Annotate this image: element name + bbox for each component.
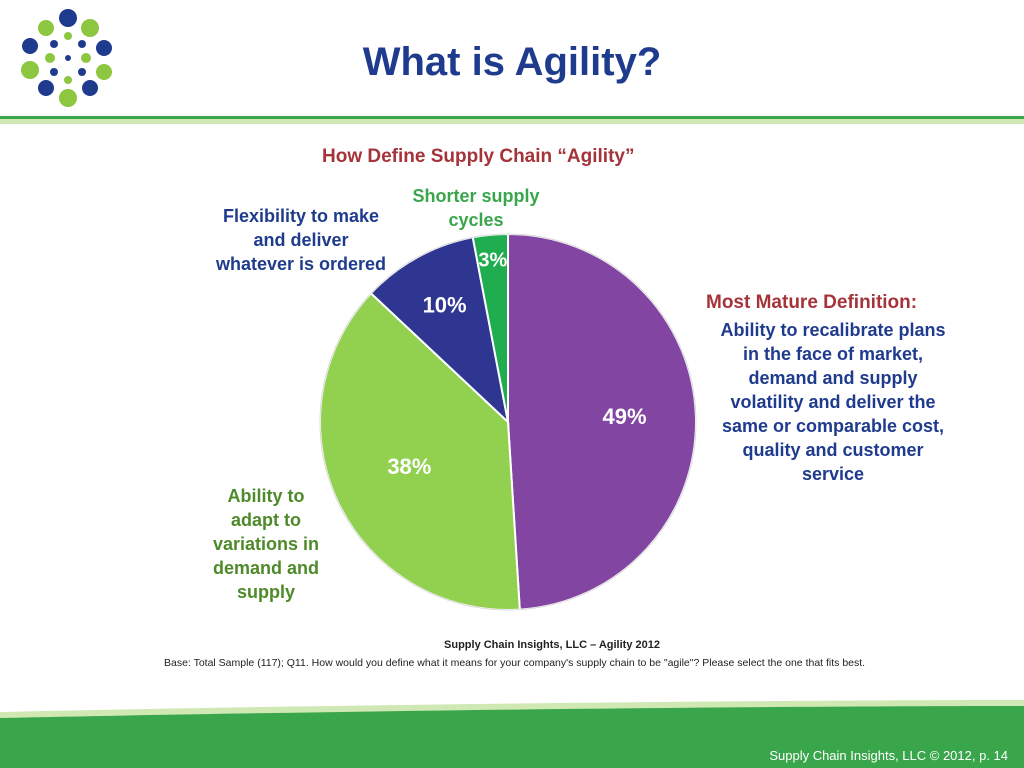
- label-shorter-cycles: Shorter supply cycles: [412, 186, 540, 230]
- footer-copyright: Supply Chain Insights, LLC © 2012, p. 14: [769, 748, 1008, 763]
- value-label-adapt: 38%: [387, 454, 431, 479]
- label-mature-body: Ability to recalibrate plans in the face…: [720, 320, 946, 484]
- value-label-flexibility: 10%: [423, 292, 467, 317]
- slide-title: What is Agility?: [362, 40, 662, 84]
- base-note: Base: Total Sample (117); Q11. How would…: [164, 657, 866, 669]
- value-label-shorter-cycles: 3%: [478, 249, 507, 271]
- chart-source: Supply Chain Insights, LLC – Agility 201…: [444, 639, 660, 651]
- chart-title: How Define Supply Chain “Agility”: [322, 146, 635, 167]
- label-adapt: Ability to adapt to variations in demand…: [212, 486, 320, 602]
- label-flexibility: Flexibility to make and deliver whatever…: [215, 206, 387, 274]
- pie-outline: [319, 233, 697, 611]
- label-mature-heading: Most Mature Definition:: [706, 292, 918, 313]
- title-divider: [0, 116, 1024, 124]
- value-label-recalibrate: 49%: [602, 404, 646, 429]
- company-logo: [21, 9, 112, 107]
